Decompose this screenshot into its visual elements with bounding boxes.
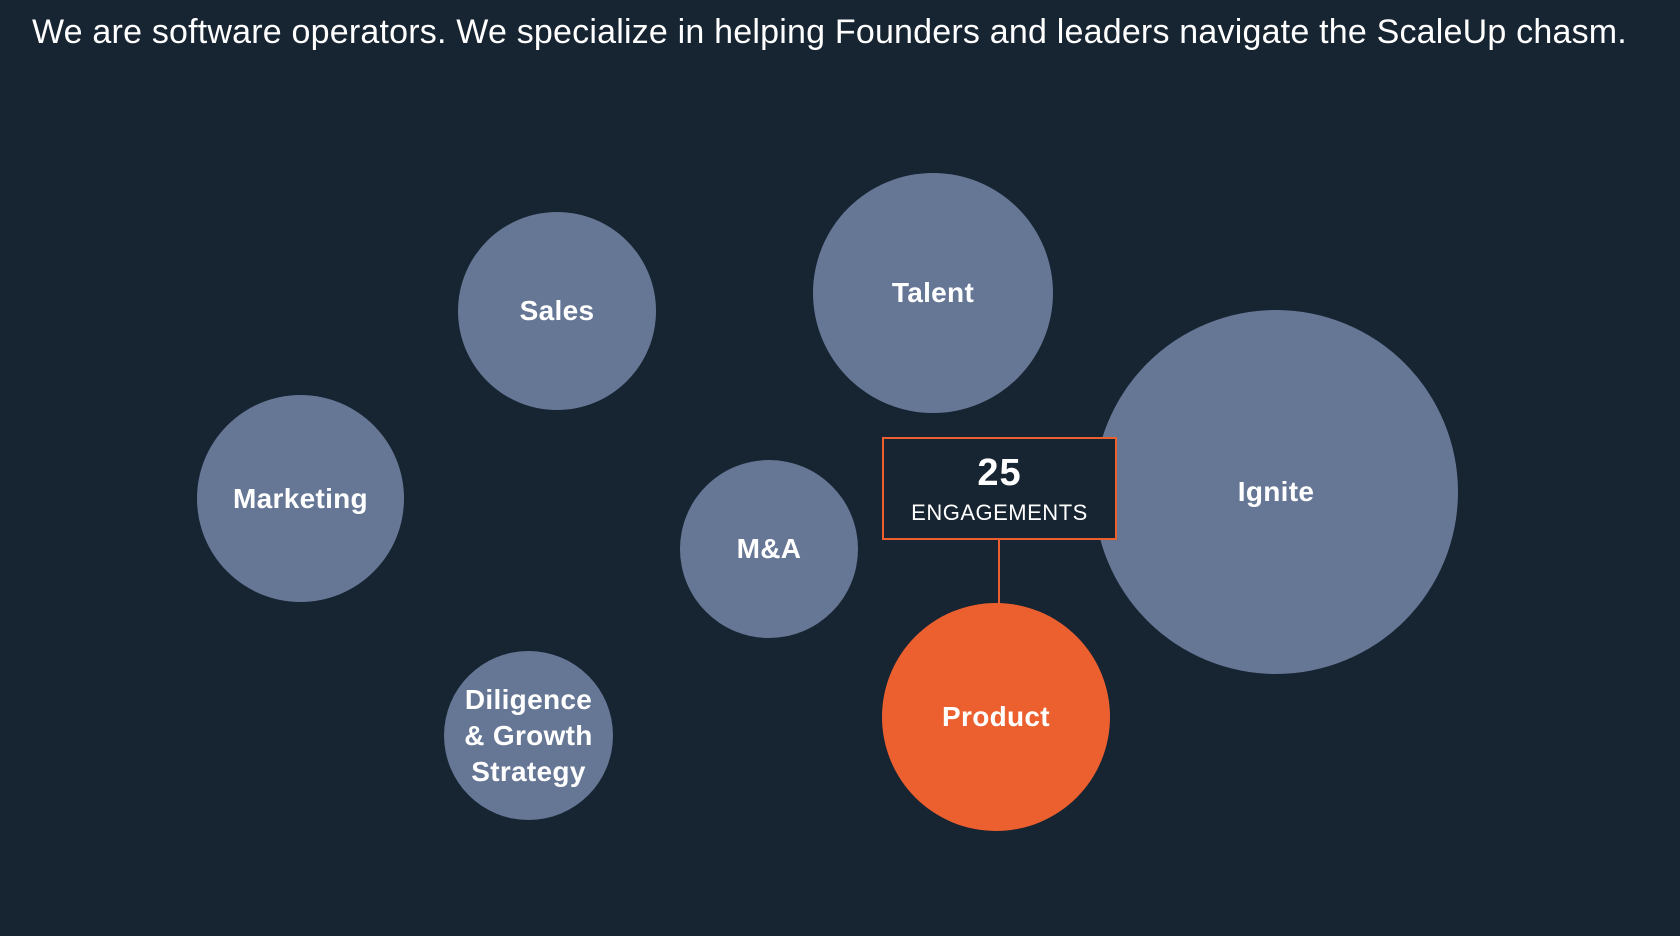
bubble-product-label: Product xyxy=(942,701,1050,732)
bubble-talent[interactable]: Talent xyxy=(813,173,1053,413)
bubble-talent-label: Talent xyxy=(891,277,975,308)
bubble-sales[interactable]: Sales xyxy=(458,212,656,410)
page-headline: We are software operators. We specialize… xyxy=(32,13,1627,51)
tooltip-connector-line xyxy=(998,540,1000,604)
bubble-product[interactable]: Product xyxy=(882,603,1110,831)
bubble-sales-label: Sales xyxy=(519,295,595,326)
bubble-mna[interactable]: M&A xyxy=(680,460,858,638)
bubble-marketing[interactable]: Marketing xyxy=(197,395,404,602)
bubble-mna-label: M&A xyxy=(736,533,802,564)
engagements-count: 25 xyxy=(977,452,1022,494)
bubble-diligence[interactable]: Diligence & Growth Strategy xyxy=(444,651,613,820)
bubble-ignite[interactable]: Ignite xyxy=(1094,310,1458,674)
bubble-diligence-label: Diligence & Growth Strategy xyxy=(464,683,593,787)
engagements-tooltip: 25 ENGAGEMENTS xyxy=(882,437,1117,540)
bubble-ignite-label: Ignite xyxy=(1237,476,1315,507)
bubble-marketing-label: Marketing xyxy=(233,482,368,514)
engagements-label: ENGAGEMENTS xyxy=(911,500,1088,525)
